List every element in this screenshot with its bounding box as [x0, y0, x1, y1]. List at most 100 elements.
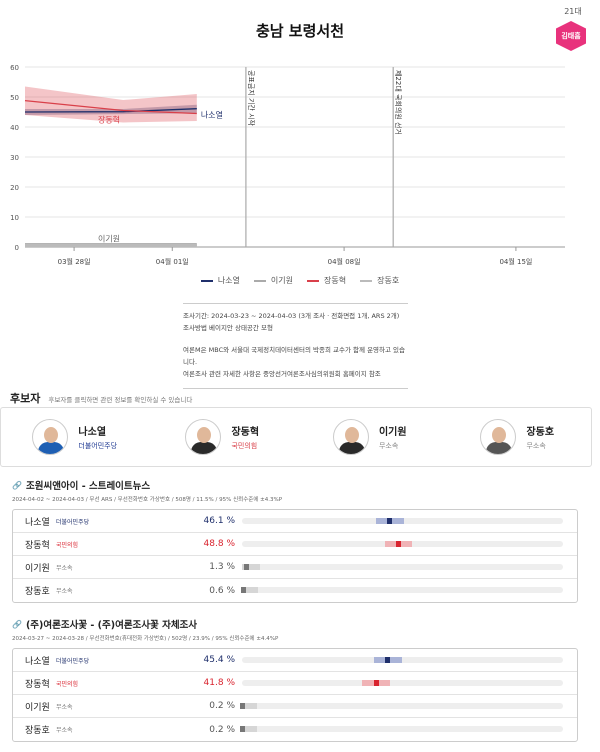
candidate-party: 국민의힘	[231, 442, 258, 450]
poll-value: 41.8 %	[203, 678, 235, 688]
legend-item[interactable]: 장동호	[360, 275, 399, 286]
candidates-list: 나소열 더불어민주당 장동혁 국민의힘 이기원 무소속 장동호 무소속	[0, 407, 592, 467]
poll-candidate-party: 더불어민주당	[56, 518, 90, 526]
poll-title[interactable]: 🔗 조원씨앤아이 - 스트레이트뉴스	[12, 478, 578, 493]
y-tick-label: 10	[10, 214, 19, 222]
poll-results: 나소열 더불어민주당 46.1 % 장동혁 국민의힘 48.8 % 이기원 무소속 1.3 …	[12, 509, 578, 603]
candidates-subtitle: 후보자를 클릭하면 관련 정보를 확인하실 수 있습니다	[48, 396, 193, 404]
poll-point-mark	[385, 657, 391, 663]
candidate-card[interactable]: 장동혁 국민의힘	[149, 408, 297, 466]
x-tick-label: 04월 01일	[156, 257, 189, 266]
link-icon: 🔗	[12, 480, 22, 490]
candidate-photo-body	[338, 442, 365, 454]
poll-point-mark	[373, 680, 379, 686]
legend-line-icon	[200, 279, 213, 282]
poll-bar-track	[242, 680, 563, 686]
series-label: 나소열	[201, 111, 223, 120]
poll-point-mark	[240, 703, 246, 709]
incumbent-badge[interactable]: 21대 김태흠	[556, 6, 590, 51]
poll-candidate-name: 장동혁	[25, 540, 50, 551]
poll-value: 45.4 %	[203, 655, 235, 665]
y-tick-label: 0	[15, 244, 19, 252]
candidate-photo-icon	[32, 419, 69, 455]
event-label: 공표금지 기간 시작	[247, 70, 256, 127]
poll-title-text: 조원씨앤아이 - 스트레이트뉴스	[25, 481, 151, 492]
info-operator: 여론M은 MBC와 서울대 국제정치데이터센터의 박종희 교수가 함께 운영하고…	[183, 346, 406, 366]
survey-info: 조사기간: 2024-03-23 ~ 2024-04-03 (3개 조사 · 전…	[183, 303, 408, 389]
candidates-title: 후보자	[10, 392, 41, 405]
poll-candidate-party: 무소속	[56, 727, 73, 734]
poll-row: 나소열 더불어민주당 46.1 %	[13, 510, 577, 533]
legend-line-icon	[307, 279, 319, 282]
candidate-photo-face	[492, 427, 507, 443]
legend-label: 이기원	[270, 276, 293, 285]
poll-row: 장동혁 국민의힘 41.8 %	[13, 672, 577, 695]
poll-value: 48.8 %	[203, 539, 235, 549]
series-label: 이기원	[98, 234, 120, 244]
poll-ci-bar	[242, 726, 257, 732]
poll-block: 🔗 (주)여론조사꽃 - (주)여론조사꽃 자체조사 2024-03-27 ~ 2…	[12, 617, 578, 742]
poll-ci-bar	[242, 703, 257, 709]
info-reference: 여론조사 관련 자세한 사항은 중앙선거여론조사심의위원회 홈페이지 참조	[183, 370, 381, 378]
poll-bar-track	[240, 703, 563, 709]
legend-label: 나소열	[217, 276, 240, 285]
poll-candidate-party: 더불어민주당	[56, 657, 90, 665]
candidate-party: 무소속	[378, 442, 399, 450]
poll-value: 0.2 %	[209, 724, 235, 735]
y-tick-label: 20	[10, 184, 19, 192]
poll-row: 장동호 무소속 0.2 %	[13, 718, 577, 741]
link-icon: 🔗	[12, 619, 22, 629]
poll-candidate-name: 나소열	[25, 656, 50, 667]
poll-subtitle: 2024-03-27 ~ 2024-03-28 / 무선전화번호(휴대전화 가상…	[12, 636, 279, 642]
poll-candidate-name: 장동호	[25, 587, 50, 597]
x-tick-label: 03월 28일	[58, 257, 91, 266]
poll-subtitle: 2024-04-02 ~ 2024-04-03 / 무선 ARS / 무선전화번…	[12, 497, 283, 503]
candidate-card[interactable]: 이기원 무소속	[296, 408, 444, 466]
candidate-card[interactable]: 나소열 더불어민주당	[1, 408, 149, 466]
poll-candidate-name: 나소열	[25, 517, 50, 528]
series-label: 장동혁	[98, 115, 120, 125]
poll-value: 1.3 %	[209, 562, 235, 572]
series-band	[25, 86, 197, 123]
poll-candidate-name: 장동혁	[25, 679, 50, 690]
legend-label: 장동호	[377, 276, 400, 285]
y-tick-label: 40	[10, 124, 19, 132]
legend-line-icon	[253, 279, 266, 282]
poll-bar-track	[242, 541, 563, 547]
candidate-photo-face	[44, 427, 59, 443]
page-title: 충남 보령서천	[255, 22, 345, 40]
chart-legend: 나소열 이기원 장동혁 장동호	[0, 275, 600, 286]
poll-point-mark	[243, 564, 249, 570]
poll-block: 🔗 조원씨앤아이 - 스트레이트뉴스 2024-04-02 ~ 2024-04-0…	[12, 478, 578, 603]
event-label: 제22대 국회의원 선거	[394, 70, 403, 135]
candidates-header: 후보자 후보자를 클릭하면 관련 정보를 확인하실 수 있습니다	[10, 390, 192, 406]
candidate-name: 나소열	[78, 427, 107, 438]
poll-trend-chart: 0 10 20 30 40 50 60 03월 28일 04월 01일 04월 08일 04월 15…	[10, 64, 565, 266]
poll-results: 나소열 더불어민주당 45.4 % 장동혁 국민의힘 41.8 % 이기원 무소속 0.2 …	[12, 648, 578, 742]
legend-item[interactable]: 이기원	[253, 275, 293, 286]
candidate-photo-body	[38, 442, 65, 454]
poll-ci-bar	[242, 564, 260, 570]
poll-row: 장동혁 국민의힘 48.8 %	[13, 533, 577, 556]
poll-point-mark	[387, 518, 393, 524]
candidate-card[interactable]: 장동호 무소속	[444, 408, 592, 466]
info-method: 조사방법 베이지안 상태공간 모형	[183, 324, 273, 332]
legend-line-icon	[360, 279, 373, 282]
poll-candidate-party: 국민의힘	[56, 541, 79, 549]
legend-label: 장동혁	[324, 276, 347, 285]
legend-item[interactable]: 장동혁	[307, 275, 346, 286]
badge-number: 21대	[564, 7, 582, 16]
poll-candidate-party: 무소속	[56, 588, 73, 595]
candidate-photo-icon	[332, 419, 369, 455]
series-line	[24, 99, 197, 115]
poll-point-mark	[241, 587, 247, 593]
poll-candidate-party: 무소속	[56, 703, 73, 711]
poll-title[interactable]: 🔗 (주)여론조사꽃 - (주)여론조사꽃 자체조사	[12, 617, 578, 632]
poll-bar-track	[242, 657, 563, 663]
poll-value: 46.1 %	[203, 516, 235, 526]
legend-item[interactable]: 나소열	[200, 275, 240, 286]
poll-bar-track	[242, 564, 563, 570]
poll-row: 장동호 무소속 0.6 %	[13, 579, 577, 602]
poll-candidate-party: 무소속	[56, 564, 73, 572]
poll-bar-track	[240, 726, 563, 732]
